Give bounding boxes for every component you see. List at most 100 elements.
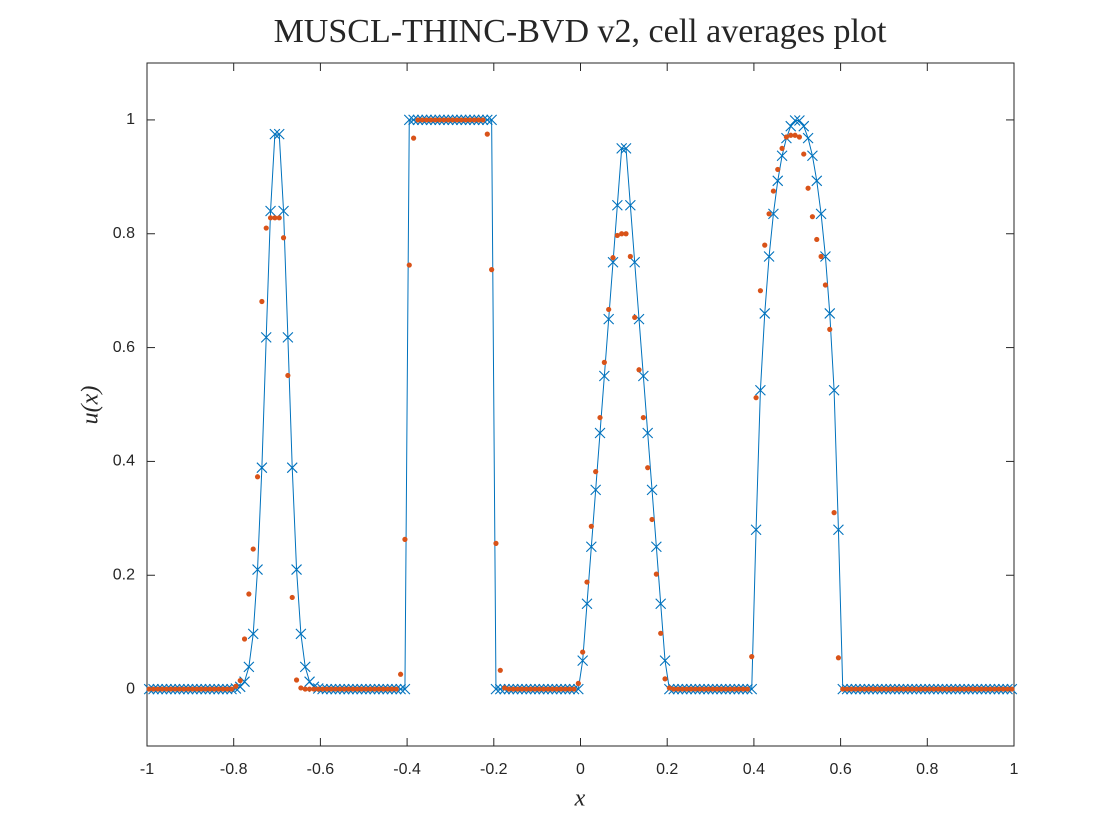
dot-marker: [662, 676, 668, 682]
y-tick-label: 1: [126, 111, 135, 128]
x-tick-label: 0.2: [656, 761, 678, 778]
dot-marker: [298, 685, 304, 691]
dot-marker: [658, 630, 664, 636]
dot-marker: [796, 134, 803, 140]
dot-marker: [363, 686, 369, 692]
dot-marker: [532, 686, 538, 692]
dot-marker: [389, 686, 395, 692]
x-tick-label: 0: [576, 761, 585, 778]
dot-marker: [506, 686, 512, 692]
x-marker: [646, 484, 658, 496]
dot-marker: [549, 686, 555, 692]
dot-marker: [515, 686, 521, 692]
dot-marker: [857, 686, 863, 692]
y-tick-label: 0.6: [113, 339, 135, 356]
dot-marker: [909, 686, 915, 692]
dot-marker: [445, 117, 451, 123]
dot-marker: [619, 231, 625, 237]
dot-marker: [740, 686, 746, 692]
dot-marker: [870, 686, 876, 692]
dot-marker: [623, 231, 629, 237]
x-marker: [820, 251, 831, 262]
dot-marker: [606, 306, 612, 313]
series-line: [149, 119, 1012, 690]
dot-marker: [866, 686, 872, 692]
x-marker: [755, 384, 766, 396]
dot-marker: [371, 686, 378, 692]
dot-marker: [519, 686, 525, 692]
dot-marker: [792, 132, 798, 138]
y-tick-label: 0.4: [113, 453, 135, 470]
x-marker: [291, 564, 302, 575]
chart-title: MUSCL-THINC-BVD v2, cell averages plot: [274, 13, 887, 50]
dot-marker: [502, 685, 508, 691]
dot-marker: [788, 132, 794, 138]
x-marker: [295, 628, 307, 640]
x-tick-label: 1: [1010, 761, 1019, 778]
dot-marker: [424, 117, 430, 123]
dot-marker: [1004, 686, 1011, 692]
dot-marker: [610, 255, 616, 261]
dot-marker: [393, 686, 399, 692]
dot-marker: [840, 686, 846, 692]
x-marker: [798, 120, 810, 132]
dot-marker: [358, 686, 365, 692]
x-marker: [772, 175, 784, 187]
dot-marker: [328, 686, 334, 692]
dot-marker: [575, 680, 581, 686]
x-marker: [282, 331, 294, 343]
y-axis-label: u(x): [78, 386, 104, 425]
dot-marker: [952, 686, 959, 692]
dot-marker: [649, 516, 655, 523]
x-marker: [490, 683, 502, 695]
dot-marker: [315, 686, 321, 692]
x-marker: [260, 331, 272, 343]
x-marker: [594, 427, 606, 439]
dot-marker: [640, 414, 646, 421]
dot-marker: [350, 686, 356, 692]
dot-marker: [944, 686, 950, 692]
dot-marker: [419, 117, 425, 123]
dot-marker: [367, 686, 373, 692]
dot-marker: [584, 579, 590, 585]
dot-marker: [536, 686, 542, 692]
x-marker: [828, 384, 840, 396]
dot-marker: [996, 686, 1002, 692]
x-tick-label: -0.4: [393, 761, 421, 778]
x-marker: [590, 484, 602, 496]
x-marker: [269, 128, 281, 140]
dot-marker: [211, 686, 217, 692]
dot-marker: [805, 185, 811, 191]
plot-frame: [146, 62, 1015, 747]
dot-marker: [272, 215, 278, 221]
dot-marker: [341, 686, 347, 692]
dot-marker: [965, 686, 972, 692]
dot-marker: [163, 686, 170, 692]
x-marker: [403, 114, 415, 126]
dot-marker: [567, 686, 573, 692]
x-marker: [789, 115, 801, 126]
dot-marker: [926, 686, 933, 692]
x-marker: [802, 132, 814, 144]
dot-marker: [554, 686, 560, 692]
dot-marker: [263, 225, 269, 231]
dot-marker: [974, 686, 980, 692]
dot-marker: [437, 117, 443, 123]
dot-marker: [324, 686, 330, 692]
dot-marker: [983, 686, 989, 692]
x-marker: [581, 598, 593, 610]
dot-marker: [311, 686, 317, 692]
dot-marker: [523, 686, 529, 692]
x-marker: [659, 655, 671, 667]
dot-marker: [233, 683, 239, 689]
x-tick-label: 0.8: [916, 761, 938, 778]
dot-marker: [432, 117, 438, 123]
dot-marker: [892, 686, 898, 692]
dot-marker: [285, 372, 291, 379]
dot-marker: [380, 686, 386, 692]
dot-marker: [172, 686, 178, 692]
dot-marker: [215, 686, 222, 692]
dot-marker: [428, 117, 434, 123]
dot-marker: [879, 686, 885, 692]
